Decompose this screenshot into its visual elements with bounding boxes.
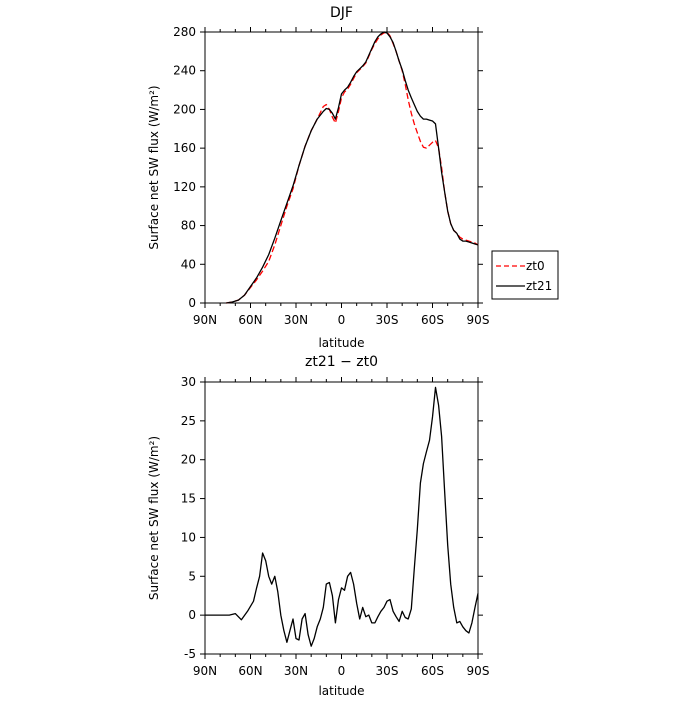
chart-title: DJF [330, 5, 353, 21]
x-tick-label: 90N [193, 313, 217, 327]
y-tick-label: 0 [188, 296, 196, 310]
y-tick-label: 120 [173, 180, 196, 194]
y-tick-label: 15 [181, 492, 196, 506]
y-tick-label: 10 [181, 530, 196, 544]
y-tick-label: 80 [181, 219, 196, 233]
x-tick-label: 60N [238, 664, 262, 678]
y-tick-label: 20 [181, 453, 196, 467]
x-tick-label: 30N [284, 664, 308, 678]
x-tick-label: 60N [238, 313, 262, 327]
x-axis-label: latitude [318, 684, 364, 698]
y-tick-label: 25 [181, 414, 196, 428]
x-tick-label: 30S [376, 313, 399, 327]
y-tick-label: 160 [173, 141, 196, 155]
y-tick-label: 30 [181, 375, 196, 389]
y-axis-label: Surface net SW flux (W/m²) [147, 85, 161, 249]
x-axis-label: latitude [318, 336, 364, 350]
x-tick-label: 30S [376, 664, 399, 678]
y-tick-label: 0 [188, 608, 196, 622]
series-line-zt0 [226, 31, 479, 304]
chart-panel-2: zt21 − zt0 -5 0 5 10 15 20 25 30 90N 60N 30N 0 30S 60S… [147, 354, 489, 698]
y-tick-label: 280 [173, 25, 196, 39]
series-line-series-1 [205, 386, 479, 647]
series-line-zt21 [226, 31, 479, 304]
y-tick-label: 200 [173, 102, 196, 116]
y-tick-label: 240 [173, 64, 196, 78]
legend-label-zt0: zt0 [526, 259, 545, 273]
x-tick-label: 90N [193, 664, 217, 678]
legend-label-zt21: zt21 [526, 279, 552, 293]
x-tick-label: 0 [338, 313, 346, 327]
x-tick-label: 90S [467, 313, 490, 327]
chart-panel-1: DJF 0 40 80 120 160 200 240 280 90N 60N 30N 0 30S 60S 9… [147, 5, 559, 350]
y-tick-label: 40 [181, 257, 196, 271]
y-tick-label: -5 [184, 647, 196, 661]
x-tick-label: 90S [467, 664, 490, 678]
legend-box [491, 250, 559, 300]
plot-frame [204, 31, 479, 304]
y-tick-label: 5 [188, 569, 196, 583]
x-tick-label: 60S [421, 313, 444, 327]
y-axis-label: Surface net SW flux (W/m²) [147, 436, 161, 600]
x-tick-label: 60S [421, 664, 444, 678]
x-tick-label: 0 [338, 664, 346, 678]
chart-title: zt21 − zt0 [305, 354, 378, 370]
legend: zt0 zt21 [491, 250, 559, 300]
x-tick-label: 30N [284, 313, 308, 327]
